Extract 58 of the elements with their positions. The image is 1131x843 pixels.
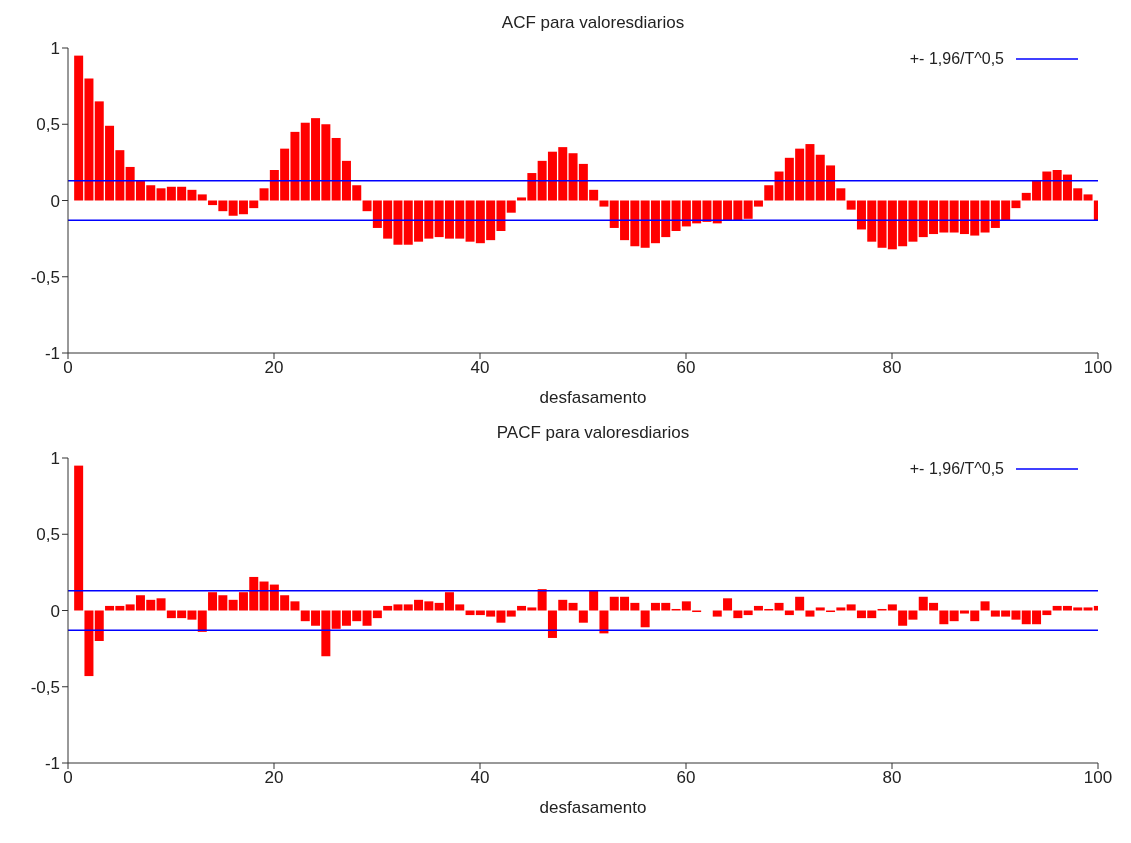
y-tick-label: 0,5 bbox=[36, 115, 60, 135]
y-tick-label: -0,5 bbox=[30, 677, 60, 697]
x-tick-label: 20 bbox=[264, 358, 284, 378]
bar bbox=[795, 596, 805, 611]
chart-title: ACF para valoresdiarios bbox=[500, 12, 686, 34]
x-tick-label: 40 bbox=[470, 358, 490, 378]
y-tick-label: 0,5 bbox=[36, 525, 60, 545]
x-tick-label: 60 bbox=[676, 768, 696, 788]
bar bbox=[764, 185, 774, 201]
x-tick-label: 0 bbox=[63, 358, 73, 378]
bar bbox=[94, 610, 104, 641]
bar bbox=[805, 610, 815, 617]
legend-label: +- 1,96/T^0,5 bbox=[909, 50, 1004, 68]
bar bbox=[733, 610, 743, 619]
x-tick-label: 40 bbox=[470, 768, 490, 788]
bar bbox=[939, 610, 949, 625]
y-tick-label: 0 bbox=[50, 601, 60, 621]
bar bbox=[836, 607, 846, 611]
x-axis-title: desfasamento bbox=[538, 798, 648, 819]
bar bbox=[537, 589, 547, 611]
bar bbox=[599, 200, 609, 207]
bar bbox=[197, 610, 207, 632]
bar bbox=[640, 610, 650, 628]
y-tick-label: -0,5 bbox=[30, 267, 60, 287]
bar bbox=[568, 602, 578, 611]
y-tick-label: 1 bbox=[50, 449, 60, 469]
bar bbox=[723, 598, 733, 611]
bar bbox=[846, 604, 856, 611]
x-tick-label: 60 bbox=[676, 358, 696, 378]
bar bbox=[599, 610, 609, 634]
x-tick-label: 100 bbox=[1083, 358, 1113, 378]
x-tick-label: 0 bbox=[63, 768, 73, 788]
x-tick-label: 100 bbox=[1083, 768, 1113, 788]
bar bbox=[558, 599, 568, 611]
bar bbox=[197, 194, 207, 201]
bar bbox=[547, 610, 557, 638]
y-tick-label: -1 bbox=[44, 344, 60, 364]
y-tick-label: 1 bbox=[50, 39, 60, 59]
chart-title: PACF para valoresdiarios bbox=[495, 422, 691, 444]
bar bbox=[84, 610, 94, 677]
bar bbox=[1083, 194, 1093, 201]
bar bbox=[74, 465, 84, 611]
bar bbox=[712, 610, 722, 617]
legend-label: +- 1,96/T^0,5 bbox=[909, 460, 1004, 478]
bar bbox=[815, 607, 825, 611]
bar bbox=[980, 601, 990, 611]
x-tick-label: 80 bbox=[882, 358, 902, 378]
bar bbox=[774, 602, 784, 611]
bar bbox=[506, 610, 516, 617]
y-tick-label: -1 bbox=[44, 754, 60, 774]
x-tick-label: 20 bbox=[264, 768, 284, 788]
bar bbox=[589, 590, 599, 611]
bar bbox=[578, 610, 588, 623]
bar bbox=[506, 200, 516, 213]
bar bbox=[156, 598, 166, 611]
x-axis-title: desfasamento bbox=[538, 388, 648, 409]
y-tick-label: 0 bbox=[50, 191, 60, 211]
x-tick-label: 80 bbox=[882, 768, 902, 788]
